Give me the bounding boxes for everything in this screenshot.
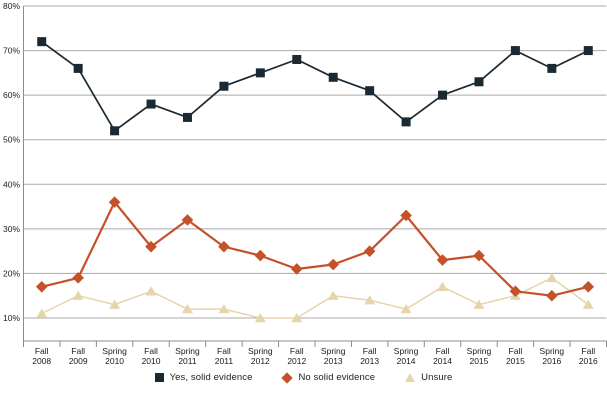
svg-text:Spring: Spring [394, 346, 419, 356]
legend-item-no-solid-evidence: No solid evidence [281, 371, 376, 384]
svg-text:2014: 2014 [433, 356, 452, 366]
legend: Yes, solid evidence No solid evidence Un… [0, 371, 607, 384]
y-axis-labels: 80% 70% 60% 50% 40% 30% 20% 10% [3, 1, 20, 323]
svg-text:2011: 2011 [215, 356, 234, 366]
svg-text:Fall: Fall [144, 346, 158, 356]
svg-text:2013: 2013 [324, 356, 343, 366]
svg-text:Spring: Spring [321, 346, 346, 356]
svg-text:Spring: Spring [540, 346, 565, 356]
plot-area: 80%70%60%50%40%30%20%10%Fall2008Fall2009… [3, 1, 607, 366]
svg-text:2012: 2012 [287, 356, 306, 366]
svg-text:2015: 2015 [470, 356, 489, 366]
svg-text:Fall: Fall [581, 346, 595, 356]
svg-text:Fall: Fall [290, 346, 304, 356]
svg-text:2010: 2010 [105, 356, 124, 366]
legend-item-unsure: Unsure [405, 372, 452, 383]
svg-text:50%: 50% [3, 135, 20, 145]
legend-label-no-solid-evidence: No solid evidence [298, 372, 376, 383]
svg-text:Fall: Fall [71, 346, 85, 356]
svg-text:2009: 2009 [69, 356, 88, 366]
svg-text:Spring: Spring [102, 346, 127, 356]
svg-text:Fall: Fall [436, 346, 450, 356]
svg-text:Fall: Fall [363, 346, 377, 356]
svg-text:40%: 40% [3, 179, 20, 189]
svg-text:2011: 2011 [178, 356, 197, 366]
svg-text:Fall: Fall [35, 346, 49, 356]
svg-text:20%: 20% [3, 268, 20, 278]
svg-text:Spring: Spring [175, 346, 200, 356]
svg-text:2014: 2014 [397, 356, 416, 366]
unsure-triangle-icon [405, 373, 416, 382]
svg-text:Spring: Spring [248, 346, 273, 356]
svg-text:2015: 2015 [506, 356, 525, 366]
svg-text:2013: 2013 [360, 356, 379, 366]
series-yes-solid-evidence [37, 37, 593, 136]
axes [23, 6, 607, 347]
x-axis-labels: Fall2008Fall2009Spring2010Fall2010Spring… [32, 346, 598, 366]
x-axis-ticks [23, 341, 607, 347]
svg-text:2016: 2016 [542, 356, 561, 366]
svg-text:80%: 80% [3, 1, 20, 11]
svg-text:2016: 2016 [579, 356, 598, 366]
svg-text:2012: 2012 [251, 356, 270, 366]
series-unsure [36, 272, 594, 323]
svg-text:Fall: Fall [217, 346, 231, 356]
legend-label-unsure: Unsure [421, 372, 453, 383]
legend-item-yes-solid-evidence: Yes, solid evidence [154, 372, 253, 383]
series-no-solid-evidence [35, 196, 595, 302]
svg-text:70%: 70% [3, 46, 20, 56]
legend-label-yes-solid-evidence: Yes, solid evidence [169, 372, 253, 383]
svg-text:2008: 2008 [32, 356, 51, 366]
svg-text:60%: 60% [3, 90, 20, 100]
svg-text:30%: 30% [3, 224, 20, 234]
svg-text:Spring: Spring [467, 346, 492, 356]
y-gridlines [23, 5, 607, 319]
yes-solid-evidence-square-icon [154, 373, 164, 382]
svg-text:10%: 10% [3, 313, 20, 323]
no-solid-evidence-diamond-icon [281, 371, 294, 384]
svg-text:Fall: Fall [509, 346, 523, 356]
svg-text:2010: 2010 [142, 356, 161, 366]
